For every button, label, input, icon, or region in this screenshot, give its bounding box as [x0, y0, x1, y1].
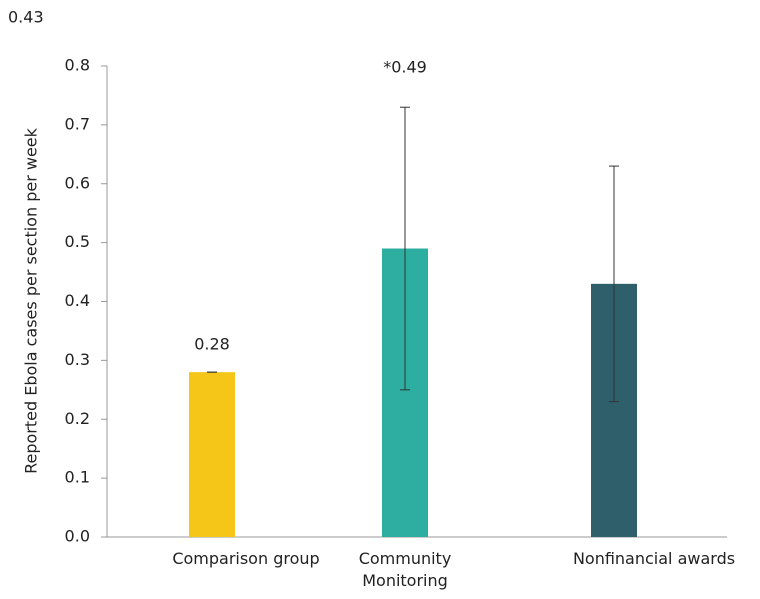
y-tick-label: 0.1 — [65, 468, 90, 487]
y-tick-label: 0.2 — [65, 409, 90, 428]
data-label: 0.28 — [194, 335, 230, 354]
y-axis-label: Reported Ebola cases per section per wee… — [22, 127, 41, 474]
data-label: *0.49 — [383, 58, 427, 77]
x-tick-label: Community Monitoring — [358, 549, 452, 590]
y-tick-label: 0.7 — [65, 114, 90, 133]
y-tick-label: 0.4 — [65, 291, 90, 310]
x-tick-label: Nonfinancial awards — [572, 549, 736, 568]
data-label: 0.43 — [8, 8, 44, 27]
y-tick-label: 0.3 — [65, 350, 90, 369]
y-tick-label: 0.0 — [65, 527, 90, 546]
x-tick-label: Comparison group — [172, 549, 320, 568]
bar — [189, 372, 235, 537]
y-tick-label: 0.8 — [65, 56, 90, 75]
y-tick-label: 0.5 — [65, 232, 90, 251]
y-tick-label: 0.6 — [65, 173, 90, 192]
